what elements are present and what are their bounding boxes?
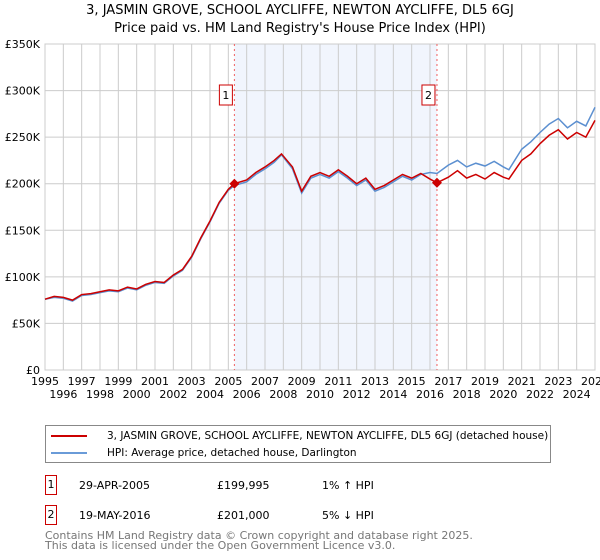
sale-point [229, 178, 240, 189]
plot-border [44, 43, 596, 371]
sale-point [431, 177, 442, 188]
footer-licence: This data is licensed under the Open Gov… [45, 539, 396, 552]
y-tick-label: £300K [5, 85, 41, 98]
y-tick-label: £150K [5, 224, 41, 237]
y-tick-label: £200K [5, 178, 41, 191]
x-tick-label: 2022 [526, 388, 554, 401]
hpi-line [44, 107, 596, 302]
transaction-date: 19-MAY-2016 [79, 508, 151, 522]
x-tick-label: 1995 [31, 375, 59, 388]
x-tick-label: 2005 [214, 375, 242, 388]
x-tick-label: 2023 [544, 375, 572, 388]
annotation-box [218, 84, 233, 106]
x-tick-label: 2011 [324, 375, 352, 388]
x-tick-label: 2024 [563, 388, 591, 401]
x-tick-label: 2021 [508, 375, 536, 388]
price-chart: 1995199619971998199920002001200220032004… [5, 38, 600, 401]
legend: 3, JASMIN GROVE, SCHOOL AYCLIFFE, NEWTON… [45, 425, 551, 463]
price-paid-line [44, 120, 596, 301]
y-tick-label: £50K [12, 317, 41, 330]
x-tick-label: 2010 [306, 388, 334, 401]
annotation-label: 1 [222, 89, 229, 102]
annotation-box [421, 84, 436, 106]
x-tick-label: 2019 [471, 375, 499, 388]
shaded-period [234, 44, 437, 370]
transaction-price: £199,995 [217, 478, 270, 492]
legend-swatch-blue [51, 452, 87, 454]
legend-label-hpi: HPI: Average price, detached house, Darl… [107, 447, 357, 459]
transaction-row: 2 19-MAY-2016 £201,000 5% ↓ HPI [45, 505, 374, 525]
x-tick-label: 2015 [398, 375, 426, 388]
x-tick-label: 2001 [141, 375, 169, 388]
x-tick-label: 2007 [251, 375, 279, 388]
x-tick-label: 2000 [123, 388, 151, 401]
x-tick-label: 1999 [104, 375, 132, 388]
x-tick-label: 1998 [86, 388, 114, 401]
x-tick-label: 2002 [159, 388, 187, 401]
transaction-hpi: 5% ↓ HPI [322, 508, 374, 522]
x-tick-label: 2008 [269, 388, 297, 401]
legend-label-property: 3, JASMIN GROVE, SCHOOL AYCLIFFE, NEWTON… [107, 430, 549, 442]
y-tick-label: £0 [26, 364, 40, 377]
x-tick-label: 2017 [434, 375, 462, 388]
footer: Contains HM Land Registry data © Crown c… [45, 529, 473, 552]
transaction-marker: 1 [45, 475, 57, 495]
y-tick-label: £100K [5, 271, 41, 284]
x-tick-label: 2025 [581, 375, 600, 388]
x-tick-label: 2004 [196, 388, 224, 401]
x-tick-label: 2012 [343, 388, 371, 401]
x-tick-label: 1996 [49, 388, 77, 401]
x-tick-label: 1997 [68, 375, 96, 388]
transaction-hpi: 1% ↑ HPI [322, 478, 374, 492]
transaction-date: 29-APR-2005 [79, 478, 151, 492]
x-tick-label: 2009 [288, 375, 316, 388]
x-tick-label: 2003 [178, 375, 206, 388]
x-tick-label: 2020 [489, 388, 517, 401]
y-tick-label: £350K [5, 38, 41, 51]
chart-title: 3, JASMIN GROVE, SCHOOL AYCLIFFE, NEWTON… [86, 3, 514, 18]
x-tick-label: 2006 [233, 388, 261, 401]
transaction-price: £201,000 [217, 508, 270, 522]
transaction-row: 1 29-APR-2005 £199,995 1% ↑ HPI [45, 475, 374, 495]
x-tick-label: 2014 [379, 388, 407, 401]
chart-subtitle: Price paid vs. HM Land Registry's House … [114, 21, 486, 36]
x-tick-label: 2018 [453, 388, 481, 401]
footer-copyright: Contains HM Land Registry data © Crown c… [45, 529, 473, 542]
x-tick-label: 2016 [416, 388, 444, 401]
annotation-label: 2 [425, 89, 432, 102]
transaction-marker: 2 [45, 505, 57, 525]
y-tick-label: £250K [5, 131, 41, 144]
legend-swatch-red [51, 435, 87, 437]
x-tick-label: 2013 [361, 375, 389, 388]
